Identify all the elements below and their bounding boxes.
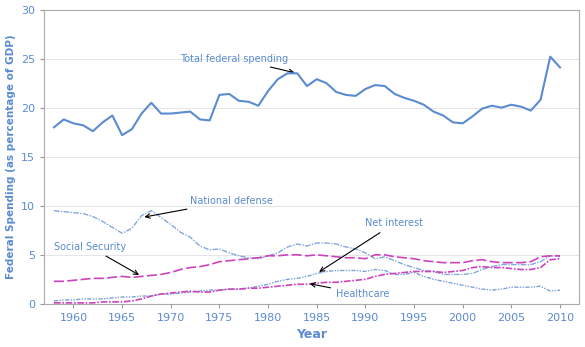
Text: Total federal spending: Total federal spending [181, 53, 293, 74]
Text: National defense: National defense [146, 196, 273, 218]
Text: Social Security: Social Security [54, 242, 138, 274]
Y-axis label: Federal Spending (as percentage of GDP): Federal Spending (as percentage of GDP) [5, 34, 16, 279]
Text: Net interest: Net interest [320, 218, 424, 271]
X-axis label: Year: Year [297, 329, 328, 341]
Text: Healthcare: Healthcare [311, 283, 390, 299]
